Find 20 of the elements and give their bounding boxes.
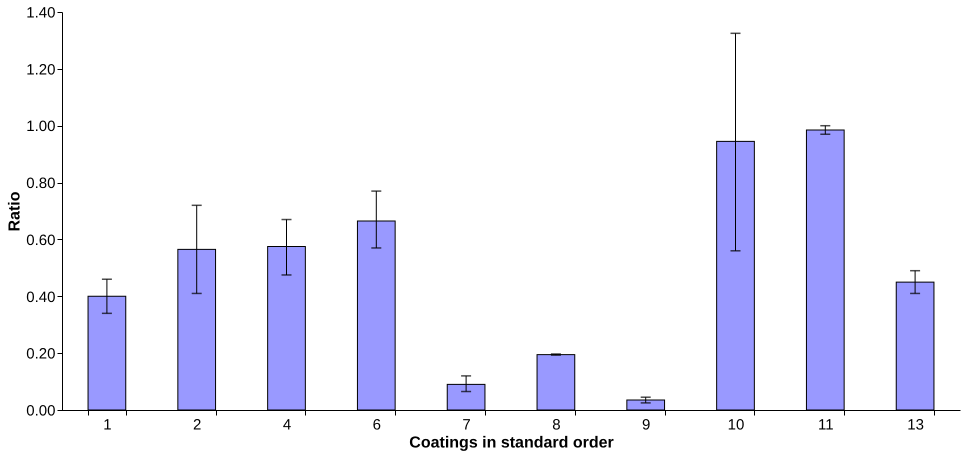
x-tick-label: 10 bbox=[728, 416, 744, 434]
x-tick-label: 1 bbox=[103, 416, 112, 434]
x-tick-label: 2 bbox=[193, 416, 202, 434]
x-tick-label: 6 bbox=[372, 416, 381, 434]
x-tick-label: 13 bbox=[907, 416, 924, 434]
y-tick-label: 0.60 bbox=[26, 232, 56, 249]
y-tick-label: 0.20 bbox=[26, 346, 56, 363]
x-tick-label: 11 bbox=[818, 416, 834, 434]
y-tick-label: 1.20 bbox=[26, 61, 56, 78]
x-axis-title: Coatings in standard order bbox=[409, 434, 614, 452]
x-tick-label: 9 bbox=[642, 416, 650, 434]
x-tick-label: 4 bbox=[282, 416, 292, 434]
y-tick-label: 0.80 bbox=[26, 175, 56, 192]
y-axis-title: Ratio bbox=[6, 191, 24, 232]
y-tick-label: 0.40 bbox=[26, 288, 56, 306]
x-tick-label: 7 bbox=[462, 416, 471, 434]
x-tick-label: 8 bbox=[552, 416, 561, 434]
y-tick-label: 1.00 bbox=[26, 118, 56, 136]
y-tick-label: 1.40 bbox=[26, 4, 56, 22]
y-tick-label: 0.00 bbox=[26, 402, 56, 420]
